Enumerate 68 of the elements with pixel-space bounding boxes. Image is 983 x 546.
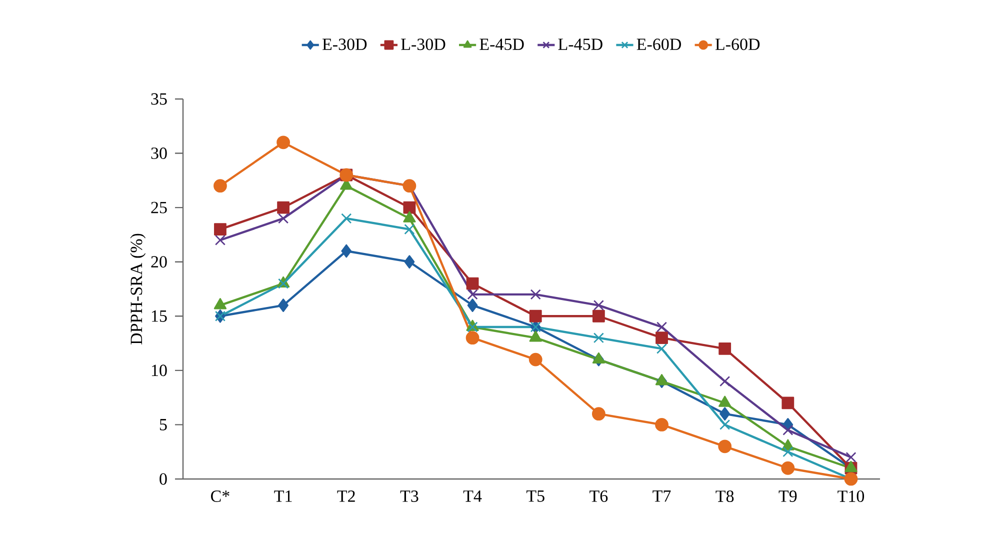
y-tick-label: 0 <box>160 473 167 485</box>
point <box>593 300 604 311</box>
x-tick-label: C* <box>210 490 230 502</box>
point <box>214 234 226 246</box>
x-tick-label: T1 <box>274 490 292 502</box>
point <box>403 201 416 214</box>
point <box>720 419 730 430</box>
point <box>655 418 668 432</box>
y-tick-label: 10 <box>152 364 167 376</box>
legend-label: L-45D <box>558 38 602 50</box>
point <box>214 223 226 236</box>
point <box>278 298 288 312</box>
point <box>467 298 478 312</box>
y-tick-label: 15 <box>152 310 167 322</box>
x-tick-label: T7 <box>652 490 671 502</box>
point <box>278 213 289 224</box>
x-tick-label: T9 <box>778 490 797 502</box>
y-tick-label: 35 <box>151 93 167 105</box>
point <box>781 461 795 475</box>
legend-label: E-45D <box>480 38 524 50</box>
point <box>214 179 227 193</box>
point <box>530 289 541 300</box>
y-tick-label: 30 <box>151 148 167 160</box>
point <box>404 255 415 269</box>
point <box>782 396 794 410</box>
point <box>277 201 290 214</box>
point <box>529 330 542 342</box>
y-tick-label: 20 <box>151 256 167 268</box>
point <box>404 224 415 235</box>
point <box>528 352 542 366</box>
point <box>592 352 606 364</box>
point <box>720 376 730 387</box>
point <box>782 446 794 458</box>
y-tick-label: 5 <box>160 419 167 430</box>
point <box>718 396 732 407</box>
legend-label: L-60D <box>715 38 760 50</box>
x-tick-label: T10 <box>838 490 864 502</box>
point <box>655 374 668 386</box>
point <box>718 342 732 355</box>
point <box>341 244 352 258</box>
x-tick-label: T4 <box>463 490 482 502</box>
point <box>782 424 794 436</box>
point <box>656 322 668 332</box>
legend-label: E-60D <box>636 38 681 50</box>
point <box>466 331 480 345</box>
point <box>466 277 479 290</box>
point <box>214 298 227 310</box>
y-tick-label: 25 <box>151 202 167 214</box>
point <box>592 407 606 421</box>
point <box>341 213 352 224</box>
x-tick-label: T8 <box>716 490 734 502</box>
x-tick-label: T2 <box>337 490 355 502</box>
point <box>720 407 730 421</box>
point <box>656 343 668 354</box>
x-tick-label: T5 <box>526 490 544 502</box>
point <box>529 310 542 322</box>
point <box>592 310 605 322</box>
x-tick-label: T3 <box>400 490 418 502</box>
point <box>656 332 668 344</box>
point <box>593 332 604 344</box>
point <box>718 440 732 454</box>
y-axis-title: DPPH-SRA (%) <box>130 234 146 344</box>
point <box>276 136 290 150</box>
point <box>467 289 478 300</box>
point <box>846 452 856 463</box>
legend-label: E-30D <box>322 38 367 50</box>
legend-label: L-30D <box>401 38 446 50</box>
x-tick-label: T6 <box>590 490 608 502</box>
